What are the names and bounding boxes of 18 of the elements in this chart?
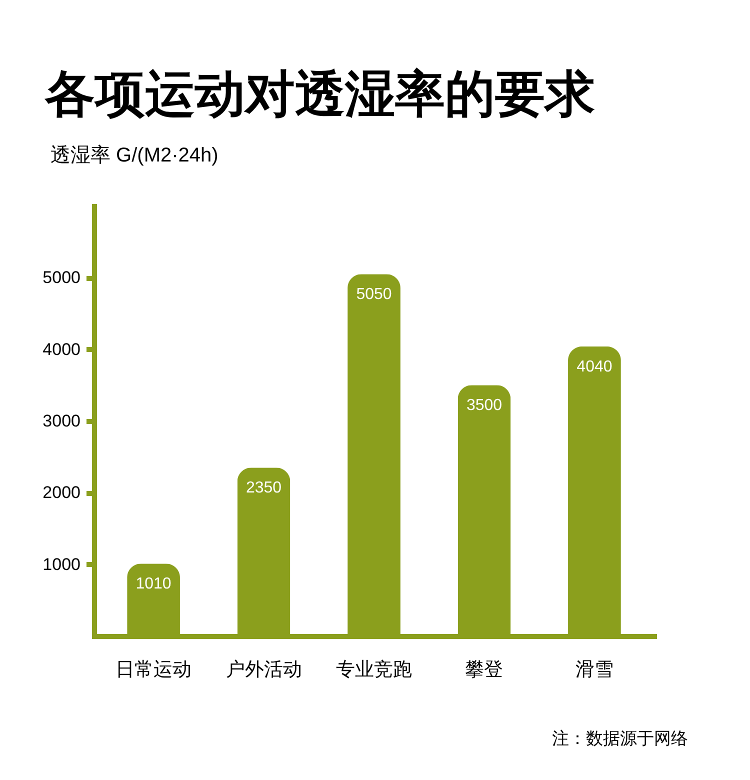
y-tick-label: 3000 <box>42 412 80 430</box>
text: 注：数据源于网络 <box>552 729 688 748</box>
data-label: 5050 <box>356 286 392 304</box>
y-tick-label: 5000 <box>42 268 80 288</box>
chart-title: 各项运动对透湿率的要求 <box>44 66 595 122</box>
x-tick-label: 户外活动 <box>226 658 302 680</box>
y-tick-label: 2000 <box>42 483 80 502</box>
x-tick-label: 专业竞跑 <box>336 658 412 680</box>
data-label: 3500 <box>466 397 502 414</box>
data-label: 2350 <box>246 480 282 497</box>
y-axis-title: 透湿率 G/(M2·24h) <box>50 144 218 166</box>
data-label: 4040 <box>576 358 612 376</box>
data-label: 1010 <box>136 576 172 593</box>
y-tick-label: 1000 <box>42 554 80 574</box>
x-tick-label: 攀登 <box>465 660 504 680</box>
y-tick-label: 4000 <box>42 340 80 359</box>
x-tick-label: 滑雪 <box>575 660 614 680</box>
x-tick-label: 日常运动 <box>116 660 192 680</box>
